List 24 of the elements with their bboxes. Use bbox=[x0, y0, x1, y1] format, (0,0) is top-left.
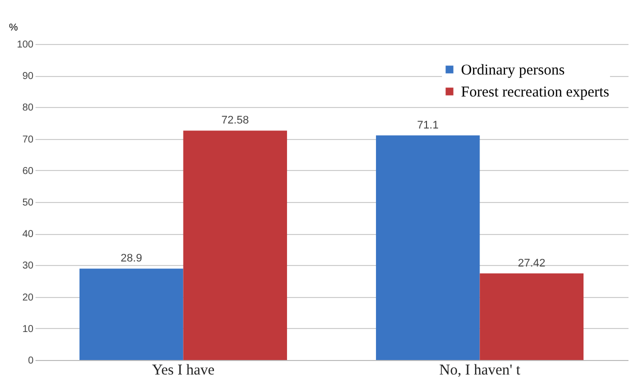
y-tick-label: 90 bbox=[22, 71, 34, 82]
y-tick-label: 100 bbox=[16, 40, 34, 50]
x-tick-label: No, I haven' t bbox=[439, 362, 522, 378]
data-label: 72.58 bbox=[221, 114, 249, 127]
y-tick-label: 60 bbox=[22, 166, 34, 177]
data-label: 28.9 bbox=[120, 252, 142, 265]
y-tick-label: 30 bbox=[22, 260, 34, 272]
y-tick-label: 80 bbox=[22, 102, 34, 114]
bar bbox=[79, 268, 184, 360]
legend-label: Ordinary persons bbox=[461, 62, 565, 78]
data-label: 27.42 bbox=[518, 257, 546, 270]
y-tick-label: 40 bbox=[22, 229, 34, 240]
y-tick-label: 0 bbox=[28, 356, 34, 366]
y-tick-label: 50 bbox=[22, 198, 34, 208]
legend-label: Forest recreation experts bbox=[461, 84, 610, 100]
bar bbox=[183, 130, 288, 360]
y-tick-label: 70 bbox=[22, 134, 34, 146]
y-axis-title: % bbox=[9, 22, 18, 34]
bar bbox=[376, 135, 480, 360]
x-tick-label: Yes I have bbox=[152, 362, 215, 378]
y-tick-label: 10 bbox=[22, 324, 34, 335]
y-tick-label: 20 bbox=[22, 292, 34, 304]
bar bbox=[480, 273, 584, 360]
data-label: 71.1 bbox=[417, 119, 439, 132]
